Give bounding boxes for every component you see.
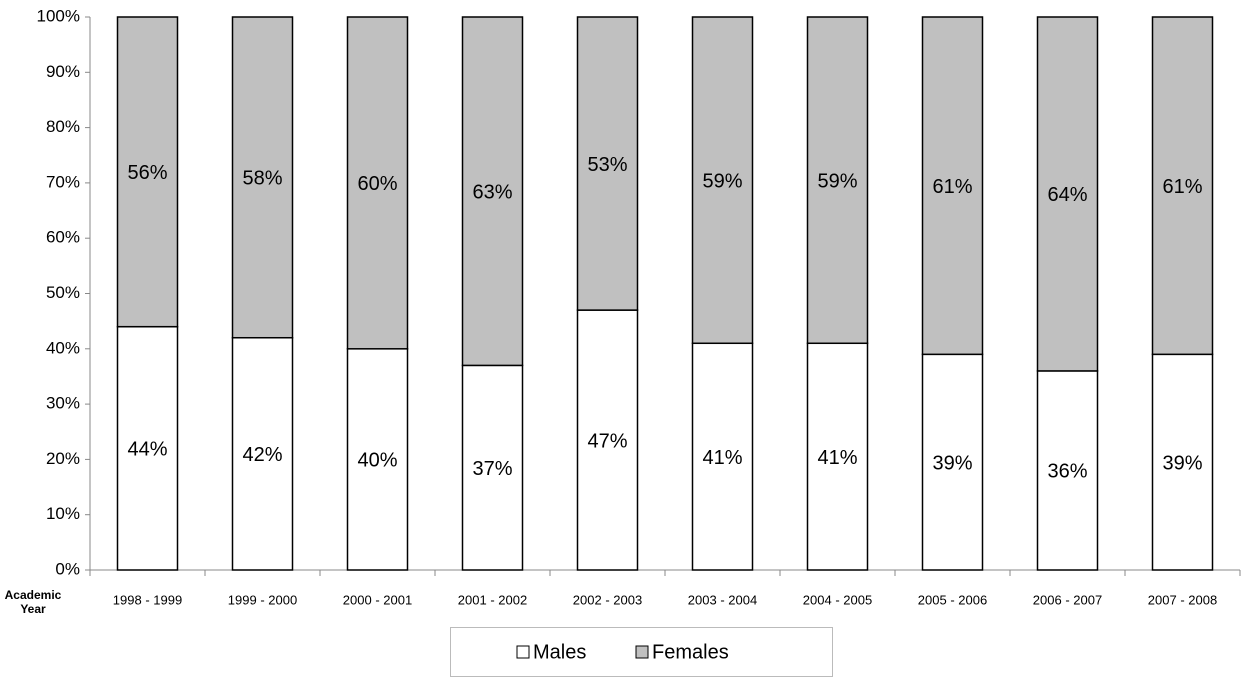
- x-tick-label: 2002 - 2003: [573, 592, 642, 607]
- bar-segment: [691, 16, 754, 345]
- bar-segment: [921, 16, 984, 356]
- value-label: 63%: [472, 181, 512, 203]
- x-tick-label: 2000 - 2001: [343, 592, 412, 607]
- bar-segment: [231, 16, 294, 339]
- x-tick-label: 1999 - 2000: [228, 592, 297, 607]
- x-axis-title: Academic Year: [4, 588, 62, 616]
- value-label: 39%: [1162, 452, 1202, 474]
- bar-segment: [806, 342, 869, 571]
- value-label: 56%: [127, 162, 167, 184]
- value-label: 59%: [817, 170, 857, 192]
- y-tick-label: 60%: [46, 228, 80, 247]
- bar-segment: [1036, 370, 1099, 571]
- bar-segment: [921, 353, 984, 571]
- legend-label: Females: [652, 641, 729, 663]
- y-tick-label: 100%: [37, 6, 80, 25]
- bar-segment: [1151, 353, 1214, 571]
- y-tick-label: 90%: [46, 62, 80, 81]
- x-tick-label: 2003 - 2004: [688, 592, 757, 607]
- value-label: 40%: [357, 450, 397, 472]
- x-tick-label: 1998 - 1999: [113, 592, 182, 607]
- bar-segment: [461, 364, 524, 571]
- y-tick-label: 0%: [55, 559, 80, 578]
- legend-swatch: [516, 645, 530, 659]
- value-label: 53%: [587, 154, 627, 176]
- bar-segment: [806, 16, 869, 345]
- x-tick-label: 2007 - 2008: [1148, 592, 1217, 607]
- value-label: 37%: [472, 458, 512, 480]
- value-label: 44%: [127, 439, 167, 461]
- bar-segment: [346, 16, 409, 350]
- bar-segment: [346, 348, 409, 571]
- y-tick-label: 10%: [46, 504, 80, 523]
- value-label: 58%: [242, 168, 282, 190]
- x-tick-label: 2001 - 2002: [458, 592, 527, 607]
- bar-segment: [116, 16, 179, 328]
- bar-segment: [576, 16, 639, 311]
- y-tick-label: 20%: [46, 449, 80, 468]
- value-label: 60%: [357, 173, 397, 195]
- bar-segment: [461, 16, 524, 367]
- value-label: 61%: [932, 176, 972, 198]
- x-tick-label: 2004 - 2005: [803, 592, 872, 607]
- x-tick-label: 2006 - 2007: [1033, 592, 1102, 607]
- bar-segment: [1151, 16, 1214, 356]
- value-label: 59%: [702, 170, 742, 192]
- value-label: 36%: [1047, 461, 1087, 483]
- y-tick-label: 40%: [46, 338, 80, 357]
- y-tick-label: 30%: [46, 394, 80, 413]
- value-label: 41%: [817, 447, 857, 469]
- y-tick-label: 70%: [46, 172, 80, 191]
- bar-segment: [116, 325, 179, 571]
- legend-label: Males: [533, 641, 586, 663]
- value-label: 41%: [702, 447, 742, 469]
- value-label: 47%: [587, 430, 627, 452]
- bar-segment: [1036, 16, 1099, 372]
- value-label: 61%: [1162, 176, 1202, 198]
- legend-swatch: [635, 645, 649, 659]
- value-label: 64%: [1047, 184, 1087, 206]
- bar-segment: [576, 309, 639, 571]
- y-tick-label: 80%: [46, 117, 80, 136]
- y-tick-label: 50%: [46, 283, 80, 302]
- x-tick-label: 2005 - 2006: [918, 592, 987, 607]
- value-label: 42%: [242, 444, 282, 466]
- value-label: 39%: [932, 452, 972, 474]
